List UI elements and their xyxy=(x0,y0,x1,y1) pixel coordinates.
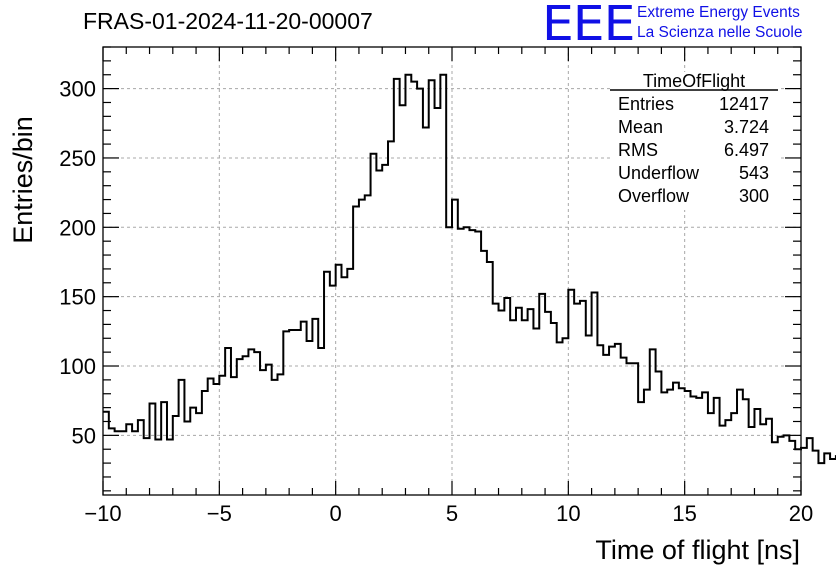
y-tick-label: 200 xyxy=(59,215,96,240)
axis-ticks xyxy=(102,46,802,495)
stats-value: 300 xyxy=(739,186,769,206)
stats-value: 543 xyxy=(739,163,769,183)
stats-value: 12417 xyxy=(719,94,769,114)
y-tick-label: 150 xyxy=(59,285,96,310)
x-tick-label: 5 xyxy=(446,501,458,526)
logo-line-2: La Scienza nelle Scuole xyxy=(637,24,803,41)
x-tick-label: 15 xyxy=(672,501,696,526)
logo-line-1: Extreme Energy Events xyxy=(637,4,800,21)
stats-label: Mean xyxy=(618,117,663,137)
stats-box-title: TimeOfFlight xyxy=(643,71,745,91)
y-axis-title: Entries/bin xyxy=(8,116,38,244)
stats-value: 3.724 xyxy=(724,117,769,137)
histogram-outline xyxy=(103,73,836,465)
stats-label: Underflow xyxy=(618,163,700,183)
x-tick-labels: −10 −5 0 5 10 15 20 xyxy=(84,501,813,526)
y-tick-label: 100 xyxy=(59,354,96,379)
stats-label: Entries xyxy=(618,94,674,114)
x-tick-label: −10 xyxy=(84,501,121,526)
stats-label: Overflow xyxy=(618,186,690,206)
eee-logo: EEE xyxy=(542,0,635,52)
stats-box-background xyxy=(612,72,778,210)
stats-rows: Entries 12417 Mean 3.724 RMS 6.497 Underflow 54… xyxy=(618,94,769,206)
y-tick-labels: 50 100 150 200 250 300 xyxy=(59,77,96,449)
stats-label: RMS xyxy=(618,140,658,160)
run-title: FRAS-01-2024-11-20-00007 xyxy=(83,8,373,34)
x-tick-label: 10 xyxy=(556,501,580,526)
stats-box: TimeOfFlight Entries 12417 Mean 3.724 RMS 6.4… xyxy=(610,71,778,210)
y-tick-label: 300 xyxy=(59,77,96,102)
stats-value: 6.497 xyxy=(724,140,769,160)
y-tick-label: 50 xyxy=(72,423,96,448)
x-axis-title: Time of flight [ns] xyxy=(595,535,800,565)
x-tick-label: 20 xyxy=(789,501,813,526)
x-tick-label: −5 xyxy=(207,501,232,526)
x-tick-label: 0 xyxy=(330,501,342,526)
y-tick-label: 250 xyxy=(59,146,96,171)
